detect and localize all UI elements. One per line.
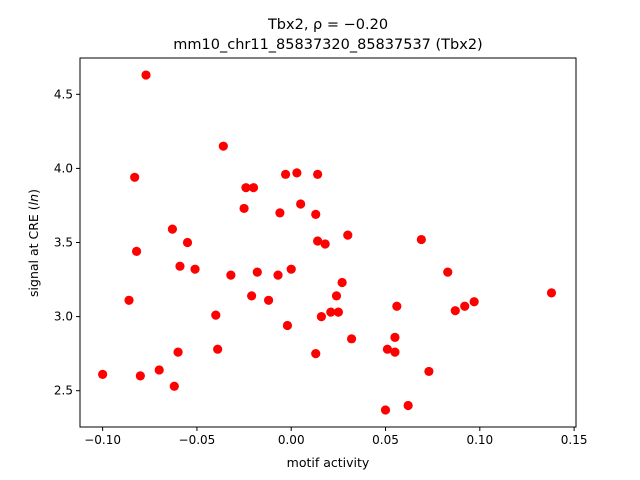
plot-area: −0.10 −0.05 0.00 0.05 0.10 0.15 2.5 3.0 3.5 4.0 4.… bbox=[54, 57, 588, 447]
x-tick-label: −0.05 bbox=[179, 433, 216, 447]
data-point bbox=[239, 203, 249, 214]
data-point bbox=[326, 307, 336, 317]
x-tick-label: 0.05 bbox=[372, 433, 399, 447]
data-point bbox=[213, 344, 223, 354]
data-point bbox=[316, 312, 326, 322]
data-point bbox=[331, 291, 342, 301]
data-point bbox=[546, 288, 557, 298]
data-point bbox=[343, 230, 353, 240]
data-point bbox=[424, 366, 434, 377]
data-point bbox=[311, 209, 321, 219]
data-point bbox=[403, 400, 413, 411]
data-point bbox=[443, 267, 453, 277]
y-tick-label: 3.5 bbox=[54, 236, 73, 250]
data-point bbox=[167, 224, 178, 234]
y-axis-label-italic: ln bbox=[26, 194, 41, 205]
data-point bbox=[390, 332, 400, 342]
y-tick-label: 3.0 bbox=[54, 310, 73, 324]
data-point bbox=[247, 291, 257, 301]
data-point bbox=[131, 246, 142, 256]
data-point bbox=[320, 239, 330, 249]
x-axis-label: motif activity bbox=[287, 455, 370, 470]
x-tick-label: −0.10 bbox=[84, 433, 121, 447]
y-tick-label: 4.0 bbox=[54, 161, 73, 175]
data-point bbox=[175, 261, 185, 271]
plot-frame bbox=[79, 57, 577, 428]
y-axis-label-prefix: signal at CRE ( bbox=[26, 205, 41, 297]
data-point bbox=[380, 405, 391, 415]
data-point bbox=[173, 347, 183, 357]
data-point bbox=[390, 347, 400, 357]
data-point bbox=[275, 208, 285, 218]
x-tick-label: 0.10 bbox=[466, 433, 493, 447]
data-point bbox=[218, 141, 228, 151]
data-point bbox=[311, 349, 321, 359]
y-tick-label: 4.5 bbox=[54, 87, 73, 101]
data-point bbox=[346, 334, 357, 344]
data-point bbox=[263, 295, 274, 305]
data-point bbox=[282, 320, 293, 331]
data-point bbox=[337, 277, 347, 288]
data-point bbox=[211, 310, 221, 320]
data-point bbox=[313, 236, 323, 246]
y-axis-label: signal at CRE (ln) bbox=[26, 189, 41, 297]
data-point bbox=[124, 295, 134, 305]
data-point bbox=[135, 371, 145, 381]
data-point bbox=[286, 264, 296, 274]
data-point bbox=[226, 270, 236, 280]
y-tick-label: 2.5 bbox=[54, 384, 73, 398]
data-point bbox=[333, 307, 343, 317]
chart-title-line2: mm10_chr11_85837320_85837537 (Tbx2) bbox=[173, 37, 482, 53]
y-axis-label-suffix: ) bbox=[26, 189, 41, 194]
data-point bbox=[273, 270, 283, 280]
data-point bbox=[169, 381, 179, 391]
chart-title-line1: Tbx2, ρ = −0.20 bbox=[267, 17, 388, 33]
data-point bbox=[98, 369, 108, 379]
data-point bbox=[141, 70, 151, 80]
data-point bbox=[182, 237, 193, 248]
data-point bbox=[392, 301, 402, 311]
data-point bbox=[154, 365, 164, 375]
data-point bbox=[248, 183, 259, 193]
data-point bbox=[382, 344, 393, 354]
data-point bbox=[252, 267, 262, 277]
data-point bbox=[416, 234, 426, 245]
data-point bbox=[460, 301, 470, 311]
data-point bbox=[241, 183, 251, 193]
data-point bbox=[292, 168, 302, 178]
data-point bbox=[130, 172, 140, 182]
data-point bbox=[280, 169, 291, 179]
data-point bbox=[313, 169, 323, 179]
data-point bbox=[450, 306, 460, 316]
x-tick-label: 0.00 bbox=[278, 433, 305, 447]
x-tick-label: 0.15 bbox=[561, 433, 588, 447]
data-point bbox=[190, 264, 200, 274]
data-point bbox=[296, 199, 306, 209]
data-point bbox=[469, 297, 479, 307]
